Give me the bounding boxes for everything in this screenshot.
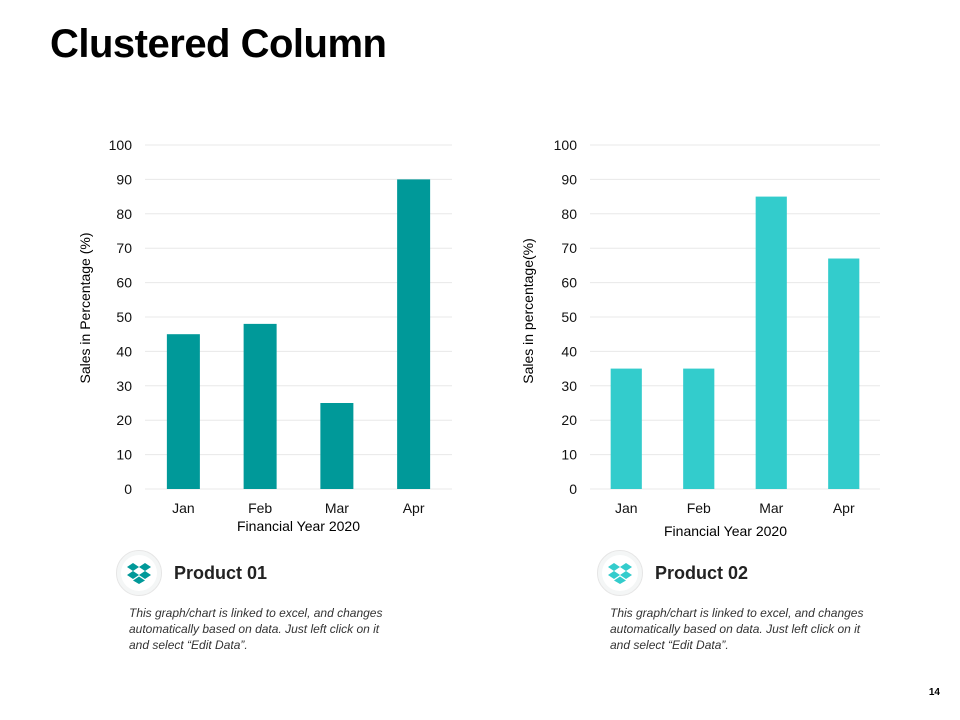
y-tick-label: 50 bbox=[561, 309, 577, 325]
y-tick-label: 90 bbox=[116, 171, 132, 187]
y-tick-label: 0 bbox=[124, 481, 132, 497]
y-tick-label: 60 bbox=[561, 275, 577, 291]
y-axis-label: Sales in percentage(%) bbox=[520, 238, 536, 384]
x-tick-label: Apr bbox=[833, 500, 855, 516]
chart-product-01[interactable]: 0 10 20 30 40 50 60 70 80 90 100 Jan Feb Mar Apr Sales… bbox=[60, 120, 500, 550]
y-tick-label: 60 bbox=[116, 275, 132, 291]
x-tick-label: Jan bbox=[172, 500, 195, 516]
y-tick-label: 80 bbox=[561, 206, 577, 222]
y-tick-label: 90 bbox=[561, 171, 577, 187]
x-tick-label: Apr bbox=[403, 500, 425, 516]
y-tick-label: 50 bbox=[116, 309, 132, 325]
bar-feb bbox=[683, 368, 715, 489]
y-tick-label: 80 bbox=[116, 206, 132, 222]
product-badge bbox=[597, 550, 643, 596]
y-tick-label: 100 bbox=[109, 137, 133, 153]
bar-mar bbox=[320, 403, 354, 489]
bar-mar bbox=[755, 196, 787, 489]
y-tick-label: 20 bbox=[116, 412, 132, 428]
y-tick-label: 30 bbox=[561, 378, 577, 394]
y-tick-label: 100 bbox=[554, 137, 578, 153]
y-tick-label: 70 bbox=[116, 240, 132, 256]
y-tick-label: 40 bbox=[116, 343, 132, 359]
chart-svg: 0 10 20 30 40 50 60 70 80 90 100 Jan Feb Mar Apr bbox=[109, 137, 452, 516]
y-tick-label: 70 bbox=[561, 240, 577, 256]
x-tick-label: Mar bbox=[325, 500, 349, 516]
y-tick-label: 0 bbox=[569, 481, 577, 497]
y-tick-label: 10 bbox=[561, 447, 577, 463]
y-tick-label: 10 bbox=[116, 447, 132, 463]
bar-apr bbox=[828, 258, 860, 489]
dropbox-icon bbox=[608, 563, 632, 584]
dropbox-icon bbox=[127, 563, 151, 584]
page-number: 14 bbox=[928, 687, 940, 698]
bar-feb bbox=[243, 323, 277, 489]
x-tick-label: Mar bbox=[759, 500, 783, 516]
product-description: This graph/chart is linked to excel, and… bbox=[610, 606, 864, 652]
product-name: Product 01 bbox=[174, 563, 268, 583]
x-tick-label: Feb bbox=[248, 500, 272, 516]
y-tick-label: 20 bbox=[561, 412, 577, 428]
chart-svg: 0 10 20 30 40 50 60 70 80 90 100 Jan Feb Mar Apr bbox=[554, 137, 880, 516]
bar-jan bbox=[610, 368, 642, 489]
product-description: This graph/chart is linked to excel, and… bbox=[129, 606, 383, 652]
y-axis-label: Sales in Percentage (%) bbox=[77, 232, 93, 384]
bar-apr bbox=[397, 179, 431, 489]
chart-product-02[interactable]: 0 10 20 30 40 50 60 70 80 90 100 Jan Feb Mar Apr Sales… bbox=[500, 120, 940, 550]
y-tick-label: 40 bbox=[561, 343, 577, 359]
x-tick-label: Feb bbox=[687, 500, 711, 516]
x-axis-label: Financial Year 2020 bbox=[237, 518, 360, 534]
product-badge bbox=[116, 550, 162, 596]
x-axis-label: Financial Year 2020 bbox=[664, 523, 787, 539]
x-tick-label: Jan bbox=[615, 500, 638, 516]
y-tick-label: 30 bbox=[116, 378, 132, 394]
bar-jan bbox=[166, 334, 200, 489]
product-name: Product 02 bbox=[655, 563, 749, 583]
slide-title: Clustered Column bbox=[50, 22, 387, 66]
